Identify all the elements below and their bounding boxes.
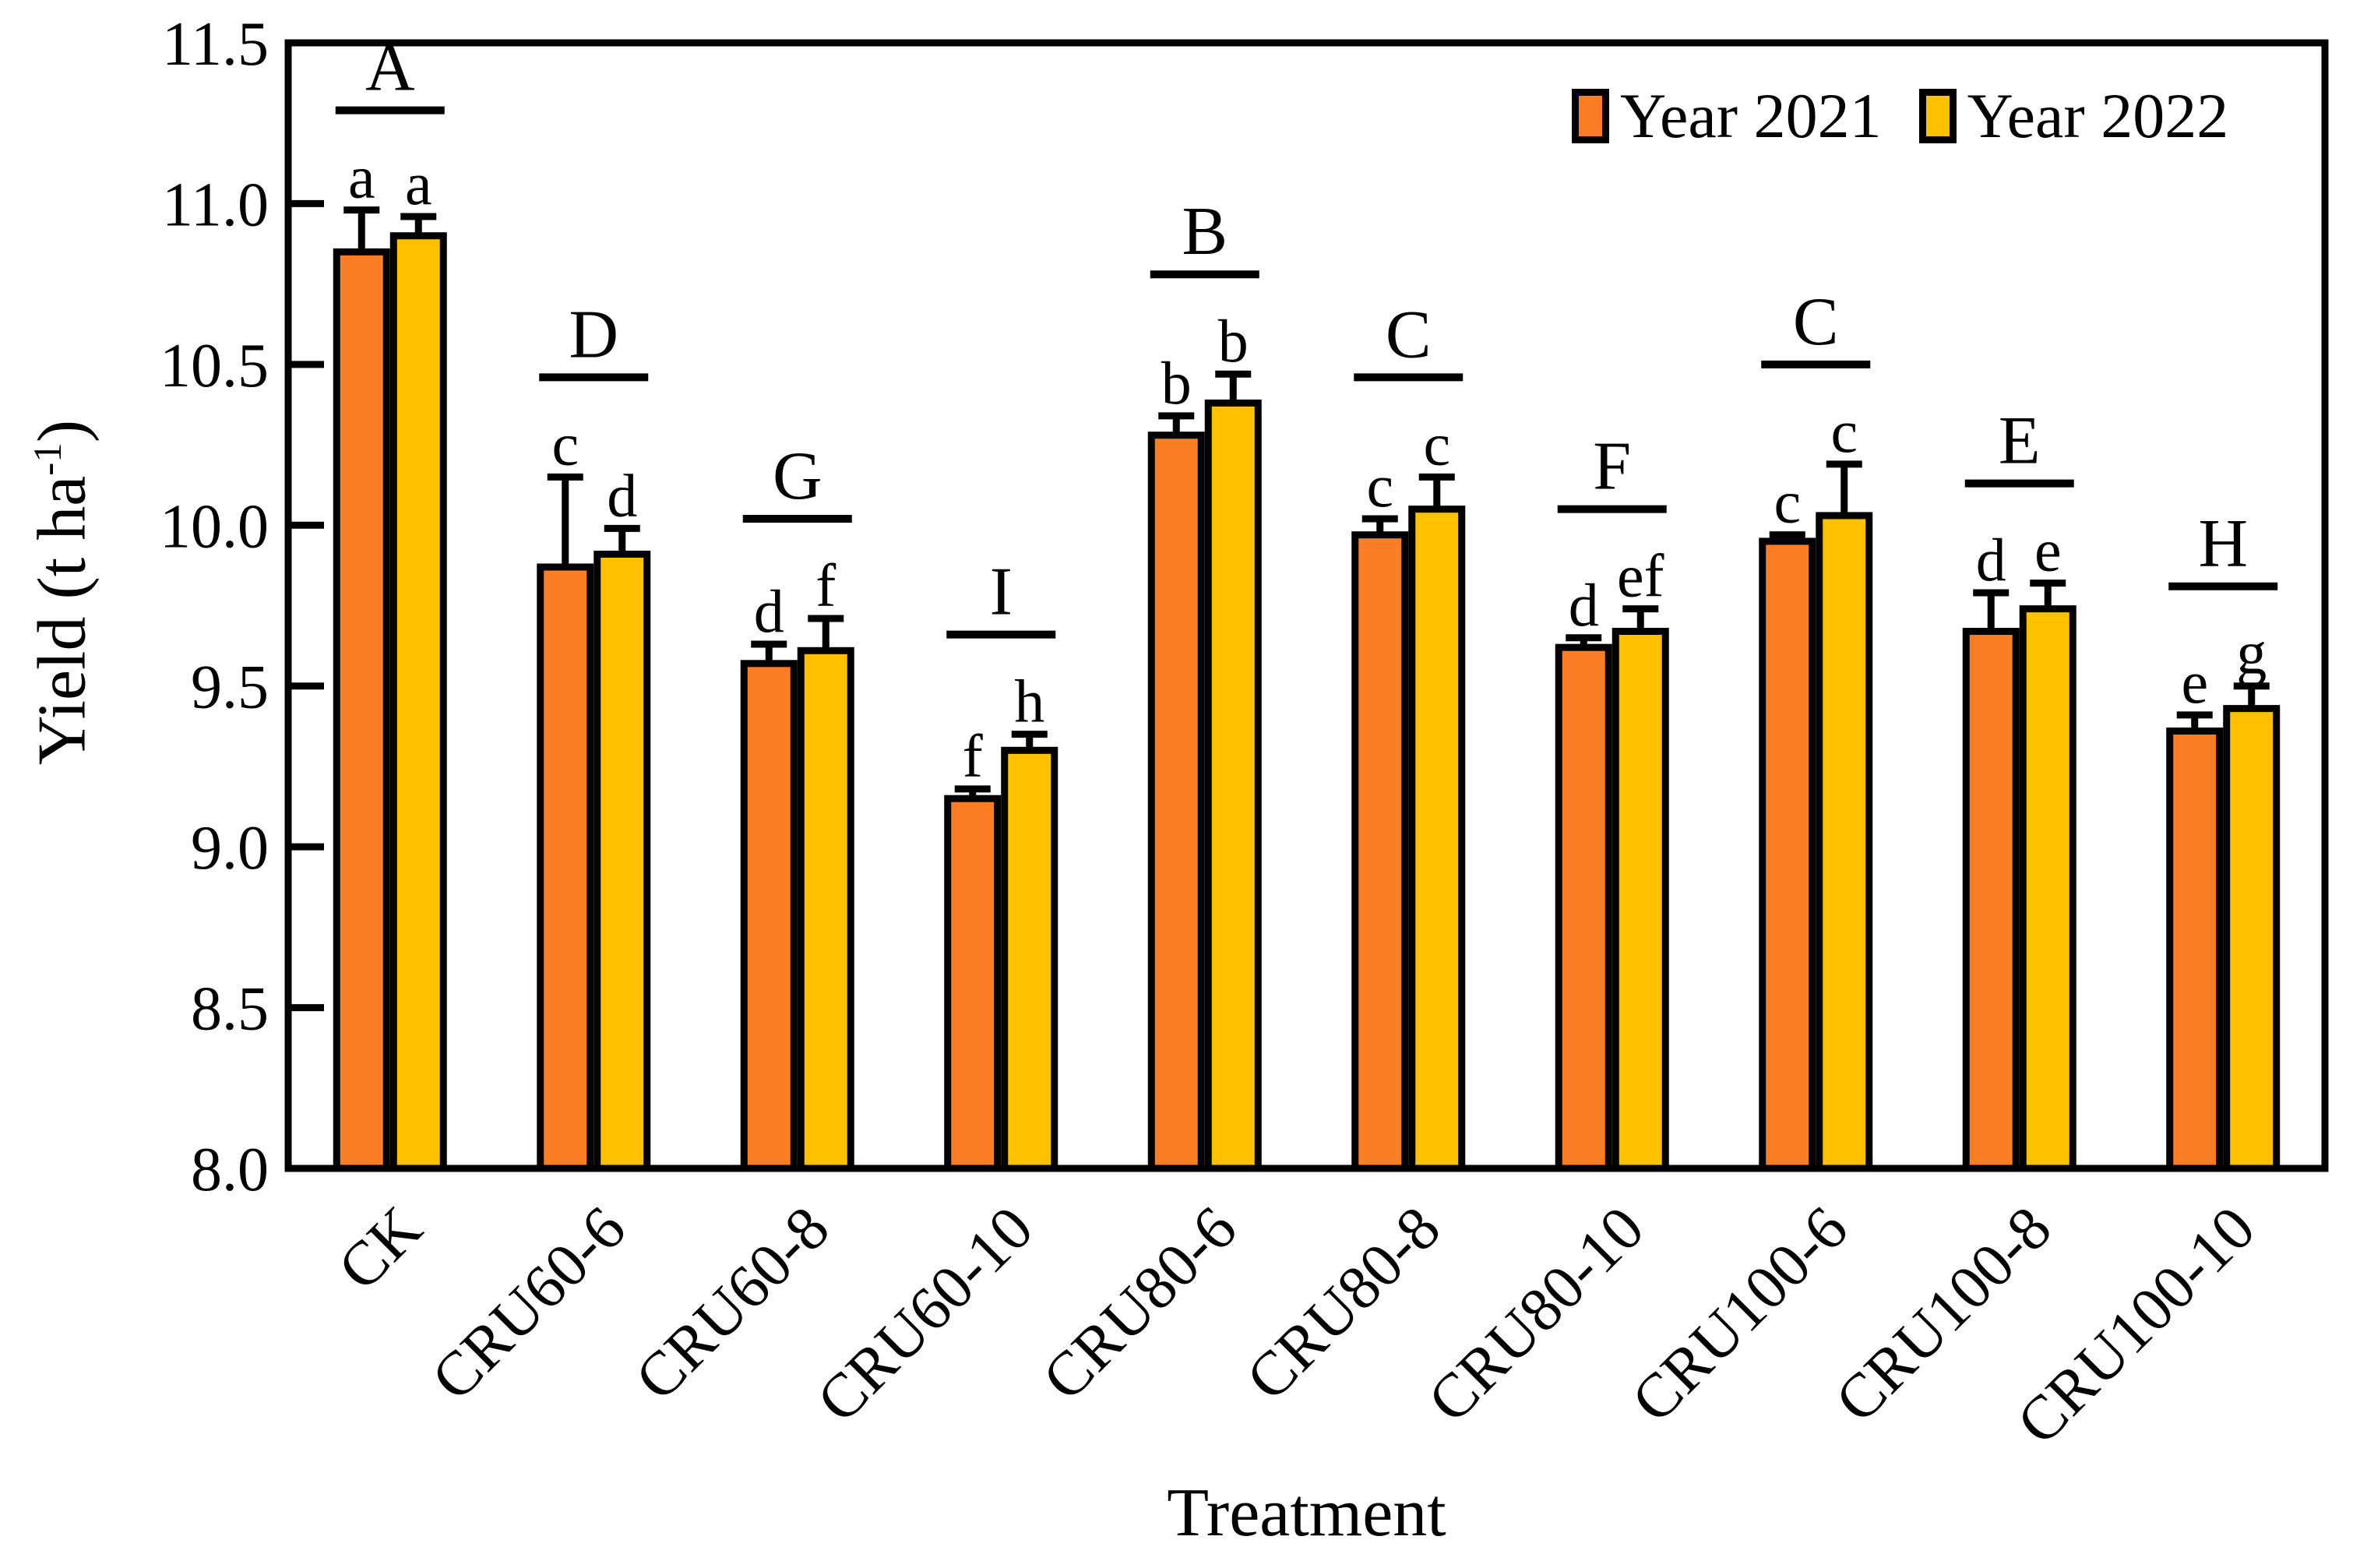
- sig-letter: g: [2236, 619, 2267, 687]
- y-tick-label: 11.0: [162, 171, 269, 239]
- sig-letter: e: [2181, 648, 2208, 716]
- bar-year-2021: [333, 248, 390, 1172]
- legend-label-year-2022: Year 2022: [1967, 80, 2229, 151]
- legend: Year 2021 Year 2022: [1572, 84, 2228, 148]
- y-axis-title: Yield (t ha-1): [23, 258, 102, 928]
- x-axis-title: Treatment: [1167, 1475, 1446, 1551]
- sig-letter: d: [754, 577, 784, 645]
- plot-frame: [284, 39, 2329, 1172]
- sig-letter: d: [607, 461, 637, 529]
- legend-swatch-year-2021-icon: [1572, 89, 1609, 143]
- bar-year-2022: [2019, 605, 2076, 1172]
- sig-letter: f: [963, 722, 983, 790]
- x-category-label: CRU100-6: [1619, 1194, 1861, 1436]
- group-letter: F: [1593, 429, 1631, 505]
- y-tick-label: 9.5: [191, 654, 269, 722]
- sig-letter: d: [1976, 526, 2006, 594]
- y-tick-label: 8.5: [191, 975, 269, 1044]
- y-tick-label: 9.0: [191, 814, 269, 883]
- sig-letter: e: [2034, 516, 2062, 584]
- bar-year-2021: [944, 795, 1002, 1172]
- group-letter: D: [569, 297, 618, 372]
- bar-year-2021: [1351, 531, 1409, 1172]
- y-tick-label: 10.0: [160, 492, 269, 561]
- x-category-label: CK: [326, 1194, 435, 1304]
- sig-letter: c: [551, 410, 579, 477]
- bar-year-2021: [537, 563, 594, 1172]
- sig-letter: b: [1161, 349, 1192, 417]
- group-letter: G: [773, 439, 822, 514]
- y-axis-title-superscript: -1: [26, 442, 71, 476]
- bar-year-2022: [1001, 746, 1058, 1172]
- legend-item-year-2022: Year 2022: [1918, 80, 2229, 151]
- bar-year-2022: [1611, 628, 1669, 1172]
- x-category-label: CRU80-6: [1030, 1194, 1249, 1414]
- bar-year-2021: [1962, 628, 2020, 1172]
- x-category-label: CRU60-8: [622, 1194, 842, 1414]
- y-tick-label: 8.0: [191, 1136, 269, 1204]
- legend-swatch-year-2022-icon: [1918, 89, 1957, 143]
- sig-letter: ef: [1617, 542, 1664, 610]
- bar-year-2021: [740, 660, 798, 1172]
- sig-letter: a: [348, 143, 375, 211]
- group-letter: I: [990, 555, 1013, 630]
- bar-year-2022: [1408, 506, 1466, 1172]
- bar-year-2022: [1816, 512, 1873, 1172]
- group-letter: C: [1386, 297, 1432, 372]
- legend-label-year-2021: Year 2021: [1620, 80, 1882, 151]
- x-category-label: CRU60-10: [804, 1194, 1046, 1436]
- bar-year-2022: [594, 550, 651, 1172]
- bar-year-2022: [389, 232, 447, 1172]
- group-letter: C: [1793, 284, 1839, 360]
- y-tick-label: 10.5: [160, 332, 269, 400]
- bar-year-2022: [2223, 705, 2281, 1172]
- x-category-label: CRU60-6: [419, 1194, 639, 1414]
- x-category-label: CRU80-8: [1234, 1194, 1453, 1414]
- y-tick-label: 11.5: [162, 10, 269, 79]
- bar-year-2021: [1759, 537, 1816, 1172]
- sig-letter: b: [1218, 307, 1249, 375]
- y-axis-title-text: Yield (t ha: [24, 475, 100, 766]
- group-letter: B: [1182, 194, 1228, 270]
- group-letter: H: [2198, 506, 2248, 582]
- bar-year-2021: [1147, 432, 1205, 1172]
- sig-letter: c: [1830, 397, 1858, 465]
- sig-letter: d: [1569, 571, 1599, 639]
- bar-year-2022: [797, 647, 854, 1172]
- bar-year-2022: [1204, 399, 1262, 1172]
- sig-letter: f: [815, 551, 836, 619]
- legend-item-year-2021: Year 2021: [1572, 84, 1882, 148]
- sig-letter: a: [405, 150, 432, 217]
- sig-letter: c: [1774, 468, 1801, 536]
- sig-letter: h: [1014, 668, 1044, 735]
- sig-letter: c: [1423, 410, 1450, 477]
- bar-year-2021: [2166, 728, 2224, 1172]
- group-letter: E: [1999, 403, 2041, 479]
- y-axis-title-close: ): [24, 419, 100, 443]
- bar-year-2021: [1555, 643, 1612, 1172]
- sig-letter: c: [1366, 452, 1393, 520]
- x-category-label: CRU80-10: [1415, 1194, 1657, 1436]
